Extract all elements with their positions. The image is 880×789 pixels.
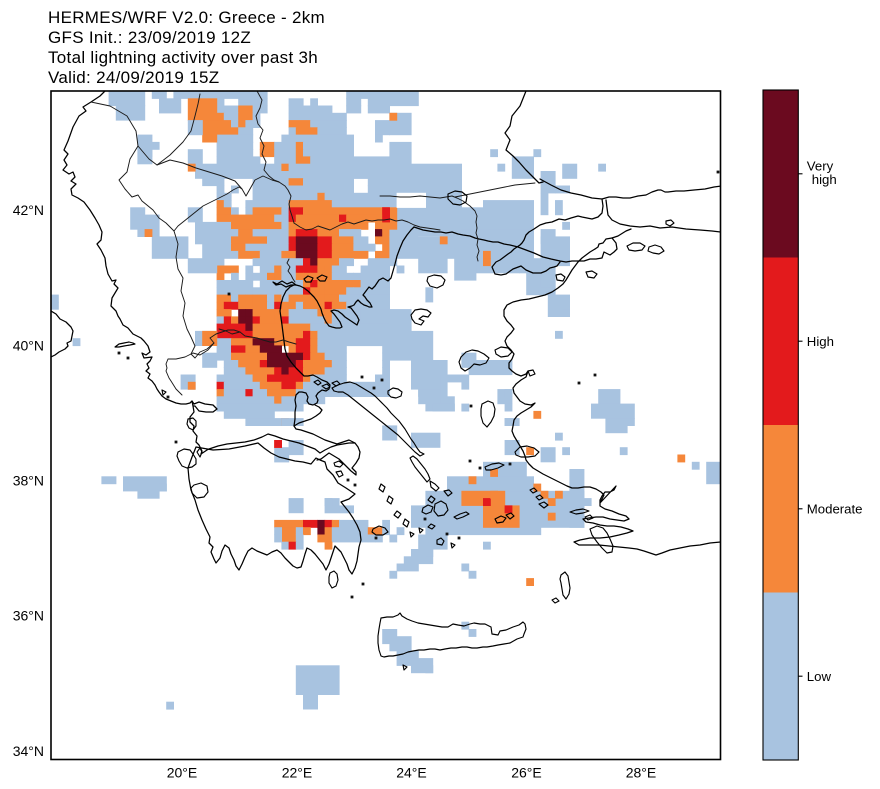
svg-text:36°N: 36°N [13, 608, 44, 624]
svg-text:24°E: 24°E [396, 765, 427, 781]
svg-text:High: High [807, 334, 834, 349]
svg-text:34°N: 34°N [13, 743, 44, 759]
svg-text:28°E: 28°E [626, 765, 657, 781]
svg-text:42°N: 42°N [13, 202, 44, 218]
svg-text:Very: Very [807, 159, 834, 174]
svg-text:40°N: 40°N [13, 337, 44, 353]
svg-text:high: high [812, 172, 837, 187]
svg-text:Low: Low [807, 669, 832, 684]
svg-text:22°E: 22°E [282, 765, 313, 781]
svg-text:20°E: 20°E [167, 765, 198, 781]
svg-text:38°N: 38°N [13, 472, 44, 488]
svg-text:26°E: 26°E [511, 765, 542, 781]
svg-text:Moderate: Moderate [807, 501, 863, 516]
